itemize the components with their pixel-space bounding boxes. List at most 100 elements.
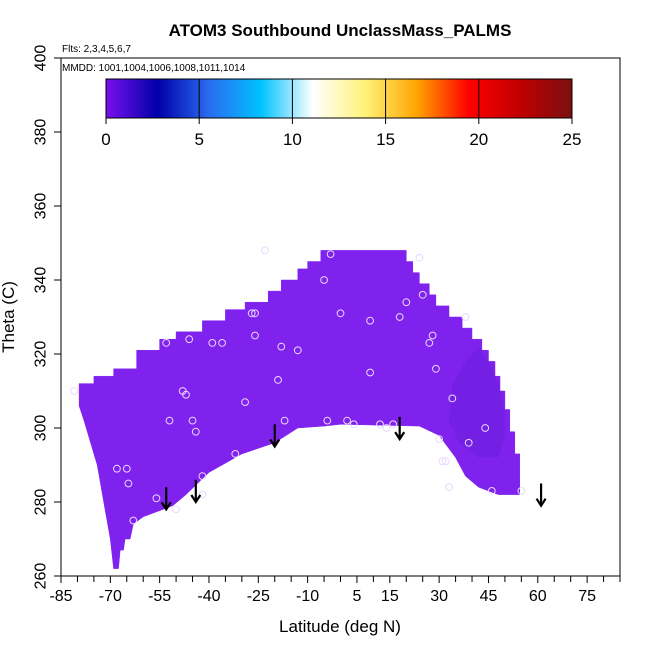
arrow	[160, 487, 172, 512]
x-tick-label: -10	[296, 588, 319, 605]
field-domain	[78, 250, 520, 569]
flights-subtitle: Flts: 2,3,4,5,6,7	[62, 44, 131, 55]
sample-point	[208, 339, 217, 347]
x-tick-label: -55	[148, 588, 171, 605]
sample-point	[165, 416, 174, 425]
y-tick-label: 260	[33, 563, 50, 590]
sample-point	[218, 339, 227, 347]
x-tick-label: 45	[480, 588, 498, 605]
arrow	[190, 479, 202, 505]
sample-point	[129, 516, 138, 525]
y-axis: 260 280 300 320 340 360 380 400	[33, 45, 61, 590]
sample-point	[241, 398, 250, 407]
x-axis: -85 -70 -55 -40 -25 -10 5 15 30 45 60 75	[49, 576, 621, 605]
x-tick-label: 30	[430, 588, 448, 605]
y-tick-label: 360	[33, 193, 50, 220]
sample-point	[425, 339, 434, 347]
sample-point	[464, 438, 473, 447]
y-tick-label: 380	[33, 119, 50, 146]
arrow	[394, 416, 406, 442]
y-tick-label: 340	[33, 267, 50, 294]
sample-point	[435, 435, 444, 444]
sample-point	[198, 490, 207, 499]
y-tick-label: 300	[33, 415, 50, 442]
sample-point	[441, 457, 450, 466]
colorbar-gradient	[105, 78, 573, 119]
sample-point	[185, 335, 194, 344]
sample-point	[366, 316, 375, 325]
colorbar-tick-label: 5	[194, 130, 203, 149]
sample-point	[402, 298, 411, 307]
sample-point	[326, 250, 335, 259]
sample-point	[448, 394, 457, 403]
sample-point	[247, 309, 256, 318]
chart-title: ATOM3 Southbound UnclassMass_PALMS	[169, 21, 512, 40]
arrows-layer	[160, 416, 547, 512]
arrow-head	[269, 438, 281, 449]
field-layer	[78, 250, 520, 569]
sample-point	[320, 276, 329, 284]
sample-point	[366, 368, 375, 377]
sample-point	[231, 450, 240, 458]
sample-point	[336, 309, 345, 318]
sample-point	[418, 290, 427, 299]
sample-point	[389, 420, 398, 429]
arrow-head	[394, 431, 406, 442]
sample-point	[162, 339, 171, 347]
sample-point	[415, 253, 424, 262]
x-tick-label: 60	[529, 588, 547, 605]
sample-point	[293, 346, 302, 355]
x-tick-label: -85	[49, 588, 72, 605]
dates-subtitle: MMDD: 1001,1004,1006,1008,1011,1014	[62, 63, 246, 74]
sample-point	[124, 479, 133, 488]
sample-point	[428, 331, 437, 340]
sample-points	[70, 246, 526, 525]
sample-point	[152, 494, 161, 503]
sample-point	[376, 420, 384, 429]
sample-point	[274, 376, 282, 384]
sample-point	[487, 487, 496, 495]
colorbar: 0 5 10 15 20 25	[101, 78, 582, 149]
sample-point	[438, 457, 447, 466]
sample-point	[395, 313, 404, 321]
x-tick-label: -70	[99, 588, 122, 605]
x-tick-label: 75	[578, 588, 596, 605]
x-tick-label: 15	[381, 588, 399, 605]
colorbar-tick-label: 25	[563, 130, 582, 149]
field-dark-patch	[449, 346, 505, 458]
x-axis-label: Latitude (deg N)	[279, 617, 401, 636]
y-tick-label: 280	[33, 489, 50, 516]
x-tick-label: 5	[352, 588, 361, 605]
sample-point	[481, 424, 490, 432]
colorbar-tick-label: 0	[101, 130, 110, 149]
sample-point	[517, 487, 526, 495]
sample-point	[343, 416, 352, 425]
sample-point	[198, 472, 207, 481]
y-tick-label: 400	[33, 45, 50, 72]
sample-point	[182, 390, 190, 399]
sample-point	[188, 416, 197, 425]
colorbar-tick-label: 10	[283, 130, 302, 149]
sample-point	[70, 387, 79, 395]
y-axis-label: Theta (C)	[0, 281, 18, 353]
arrow	[269, 424, 281, 449]
sample-point	[251, 309, 259, 318]
sample-point	[382, 424, 391, 432]
sample-point	[277, 342, 286, 351]
sample-point	[432, 364, 440, 373]
sample-point	[323, 416, 332, 425]
y-tick-label: 320	[33, 341, 50, 368]
sample-point	[172, 505, 181, 514]
sample-point	[461, 313, 470, 321]
colorbar-tick-label: 20	[469, 130, 488, 149]
sample-point	[280, 416, 289, 425]
sample-point	[113, 464, 121, 473]
arrow-head	[190, 494, 202, 505]
sample-point	[445, 483, 453, 492]
sample-point	[122, 464, 131, 473]
x-tick-label: -40	[197, 588, 220, 605]
arrow-head	[160, 501, 172, 512]
sample-point	[261, 246, 269, 255]
sample-point	[251, 331, 259, 340]
